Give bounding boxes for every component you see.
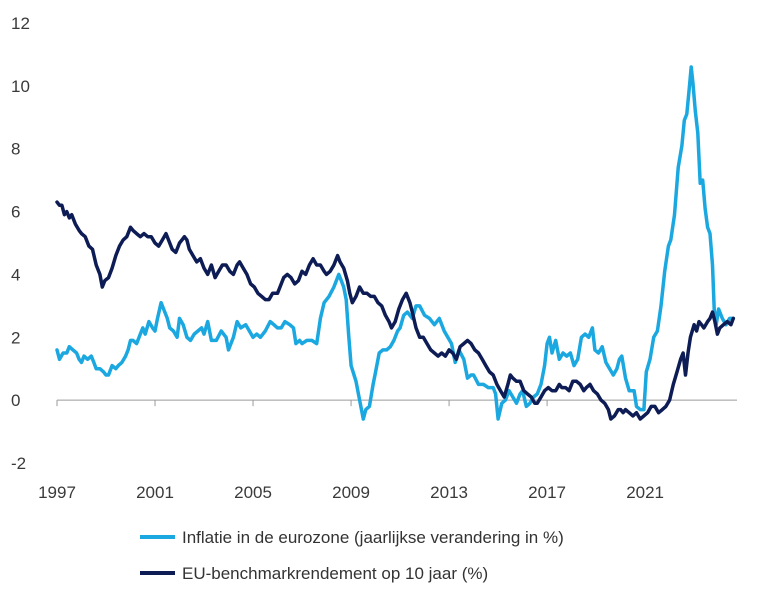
y-tick-label: 12: [11, 14, 30, 33]
y-tick-label: 6: [11, 203, 20, 222]
x-tick-label: 2009: [332, 483, 370, 502]
legend-label-2: EU-benchmarkrendement op 10 jaar (%): [182, 564, 488, 583]
x-axis-ticks: 1997 2001 2005 2009 2013 2017 2021: [38, 400, 664, 502]
series-layer: [55, 65, 736, 421]
x-tick-label: 2021: [626, 483, 664, 502]
series-line-1: [55, 65, 736, 421]
y-tick-label: 0: [11, 391, 20, 410]
series-line-2: [55, 200, 736, 421]
y-tick-label: -2: [11, 454, 26, 473]
x-tick-label: 1997: [38, 483, 76, 502]
y-tick-label: 4: [11, 265, 20, 284]
y-axis-ticks: -2 0 2 4 6 8 10 12: [11, 14, 30, 473]
y-tick-label: 2: [11, 328, 20, 347]
y-tick-label: 10: [11, 77, 30, 96]
y-tick-label: 8: [11, 140, 20, 159]
x-tick-label: 2005: [234, 483, 272, 502]
x-tick-label: 2017: [528, 483, 566, 502]
x-tick-label: 2013: [430, 483, 468, 502]
x-tick-label: 2001: [136, 483, 174, 502]
legend-label-1: Inflatie in de eurozone (jaarlijkse vera…: [182, 528, 564, 547]
legend: Inflatie in de eurozone (jaarlijkse vera…: [140, 528, 564, 583]
